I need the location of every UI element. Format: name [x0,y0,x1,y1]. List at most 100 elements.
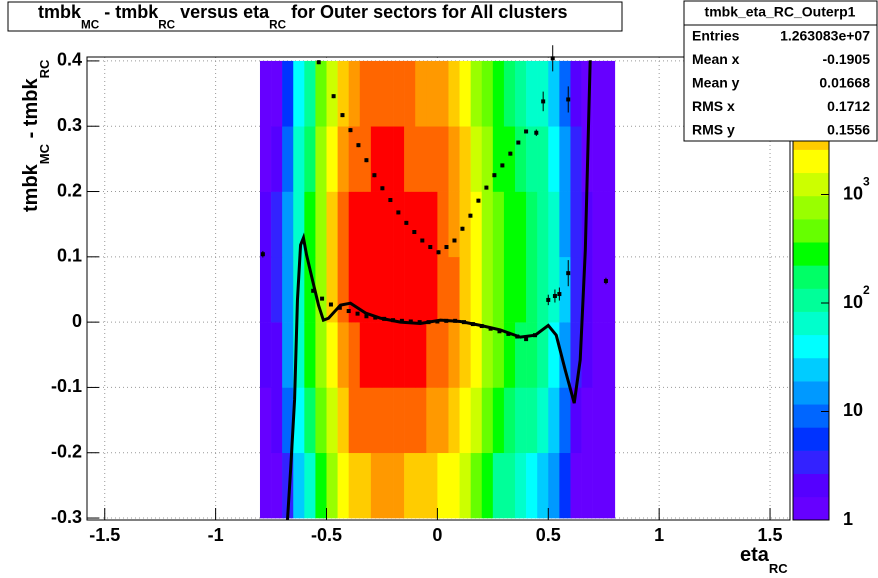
heatmap-cell [481,60,494,127]
heatmap-cell [271,256,283,323]
profile-point [316,60,321,65]
heatmap-cell [459,452,471,519]
heatmap-cell [359,322,372,388]
heatmap-cell [359,191,372,258]
heatmap-cell [603,126,616,192]
profile-point [524,337,529,342]
stats-value: -0.1905 [823,51,871,67]
heatmap-cell [259,256,272,323]
heatmap-cell [570,60,582,127]
heatmap-cell [570,256,582,323]
heatmap-cell [337,126,349,192]
heatmap-cell [393,322,405,388]
heatmap-cell [470,387,483,454]
y-tick-label: 0.1 [57,246,82,266]
heatmap-cell [271,126,283,192]
heatmap-cell [393,191,405,258]
profile-point [412,230,417,235]
heatmap-cell [559,322,571,388]
heatmap-cell [315,256,327,323]
heatmap-cell [548,322,560,388]
profile-point [492,173,497,178]
colorbar-band [793,381,829,405]
heatmap-cell [603,256,616,323]
heatmap-cell [426,322,438,388]
heatmap-cell [603,60,616,127]
heatmap-cell [315,126,327,192]
profile-point [532,333,537,338]
profile-point [524,129,529,134]
heatmap-cell [337,60,349,127]
colorbar-band [793,172,829,197]
heatmap-cell [348,126,361,192]
profile-point [311,288,316,293]
heatmap-cell [337,256,349,323]
heatmap-cell [515,322,527,388]
heatmap-cell [259,322,272,388]
profile-point [515,334,520,339]
heatmap-cell [470,452,483,519]
heatmap-cell [293,452,305,519]
heatmap-cell [393,60,405,127]
colorbar-band [793,242,829,266]
profile-point [453,318,458,323]
heatmap-cell [570,452,582,519]
heatmap-cell [359,452,372,519]
heatmap-cell [370,322,383,388]
text-segment: for Outer sectors for All clusters [286,2,567,22]
heatmap-cell [415,60,427,127]
colorbar-label-exponent: 2 [863,283,870,297]
heatmap-cell [503,126,516,192]
profile-point [552,294,557,299]
heatmap-cell [348,322,361,388]
stats-value: 1.263083e+07 [780,28,870,44]
colorbar-band [793,265,829,289]
profile-point [404,220,409,225]
y-tick-label: 0.3 [57,115,82,135]
profile-point [373,315,378,320]
heatmap-cell [537,126,549,192]
heatmap-cell [381,126,394,192]
colorbar-label: 102 [843,283,870,312]
heatmap-cell [348,191,361,258]
heatmap-cell [503,387,516,454]
heatmap-cell [448,60,460,127]
heatmap-cell [304,126,316,192]
heatmap-cell [592,126,605,192]
colorbar-band [793,219,829,243]
heatmap-cell [370,60,383,127]
text-segment: tmbk [20,163,42,212]
y-axis-title: tmbkMC - tmbkRC [20,59,52,212]
heatmap-cell [370,191,383,258]
heatmap-cell [503,60,516,127]
profile-point [546,297,551,302]
heatmap-cell [492,256,505,323]
fit-line [285,60,592,520]
x-tick-label: -0.5 [311,525,342,545]
title-box [7,1,623,32]
heatmap-cell [404,191,416,258]
stats-value: 0.01668 [819,75,870,91]
heatmap-cell [603,191,616,258]
heatmap-cell [581,60,593,127]
profile-point [428,245,433,250]
heatmap-cell [370,126,383,192]
heatmap-cell [404,256,416,323]
heatmap-cell [437,452,449,519]
heatmap-cell [337,191,349,258]
heatmap-cell [503,452,516,519]
heatmap-cell [326,191,338,258]
heatmap-cell [415,256,427,323]
heatmap-cell [459,126,471,192]
heatmap-cell [448,387,460,454]
heatmap-cell [426,191,438,258]
heatmap-cell [393,126,405,192]
heatmap-cell [415,452,427,519]
heatmap-cell [503,256,516,323]
heatmap-cell [304,60,316,127]
profile-point [436,250,441,255]
colorbar-label: 1 [843,509,853,529]
heatmap-cell [348,60,361,127]
profile-point [260,252,265,257]
profile-point [426,320,431,325]
